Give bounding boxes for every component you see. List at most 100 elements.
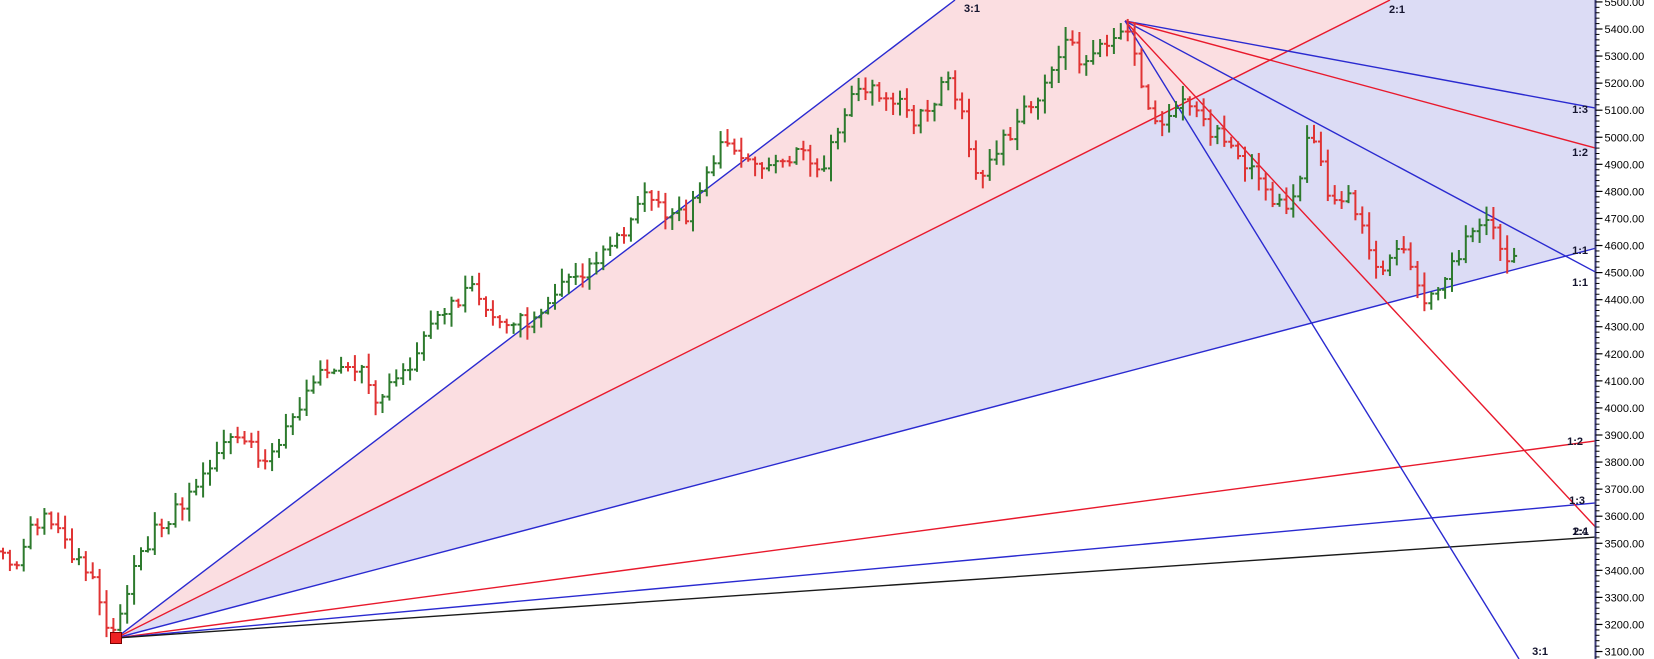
ohlc-bar xyxy=(365,353,372,395)
ohlc-bar xyxy=(255,430,262,468)
price-tick-label: 4800.00 xyxy=(1605,186,1645,198)
price-tick-label: 4400.00 xyxy=(1605,295,1645,307)
ohlc-bar xyxy=(1352,190,1359,221)
ohlc-bar xyxy=(0,547,6,560)
price-tick-label: 5100.00 xyxy=(1605,105,1645,117)
ohlc-bar xyxy=(1414,261,1421,299)
gann-line-up-fan-1:1 xyxy=(115,247,1596,639)
ohlc-bar xyxy=(338,356,345,374)
ohlc-bar xyxy=(579,263,586,288)
ohlc-bar xyxy=(1469,227,1476,243)
ohlc-bar xyxy=(966,98,972,158)
ohlc-bar xyxy=(379,394,386,414)
ohlc-bar xyxy=(910,104,917,135)
ohlc-bar xyxy=(1028,101,1035,114)
fan-ratio-label: 1:1 xyxy=(1572,245,1588,257)
ohlc-bar xyxy=(1283,187,1290,215)
price-tick-label: 4900.00 xyxy=(1605,159,1645,171)
ohlc-bar xyxy=(441,307,448,325)
ohlc-bar xyxy=(200,462,207,498)
ohlc-bar xyxy=(1345,185,1352,204)
ohlc-bar xyxy=(89,562,96,580)
ohlc-bar xyxy=(724,129,731,147)
ohlc-bar xyxy=(1324,149,1331,202)
ohlc-bar xyxy=(993,140,1000,165)
ohlc-bar xyxy=(1110,27,1117,55)
ohlc-bar xyxy=(296,397,303,421)
ohlc-bar xyxy=(310,375,317,394)
ohlc-bar xyxy=(27,516,34,550)
fan-ratio-label: 1:2 xyxy=(1572,147,1588,159)
ohlc-bar xyxy=(1090,39,1097,65)
ohlc-bar xyxy=(227,433,234,455)
ohlc-bar xyxy=(1083,55,1090,76)
ohlc-bar xyxy=(386,373,393,401)
ohlc-bar xyxy=(855,77,862,102)
gann-line-down-fan-1:1 xyxy=(1124,20,1596,273)
ohlc-bar xyxy=(1159,111,1166,137)
gann-line-up-fan-1:4 xyxy=(115,536,1596,639)
ohlc-bar xyxy=(828,134,834,182)
ohlc-bar xyxy=(351,355,358,382)
ohlc-bar xyxy=(1145,84,1152,110)
ohlc-bar xyxy=(676,196,683,222)
price-tick-label: 5300.00 xyxy=(1605,51,1645,63)
ohlc-bar xyxy=(20,538,27,572)
fan-ratio-label: 1:4 xyxy=(1572,526,1589,538)
ohlc-bar xyxy=(269,443,276,472)
ohlc-bar xyxy=(1166,104,1173,133)
ohlc-bars xyxy=(0,18,1518,639)
ohlc-bar xyxy=(1449,252,1455,292)
price-tick-label: 3800.00 xyxy=(1605,457,1645,469)
ohlc-bar xyxy=(34,518,41,536)
ohlc-bar xyxy=(558,268,565,297)
ohlc-bar xyxy=(821,155,828,172)
ohlc-bar xyxy=(1476,218,1483,243)
ohlc-bar xyxy=(814,158,821,178)
ohlc-bar xyxy=(1380,260,1386,276)
ohlc-bar xyxy=(1228,136,1235,149)
ohlc-bar xyxy=(241,430,248,445)
ohlc-bar xyxy=(869,79,876,106)
gann-line-down-fan-3:1 xyxy=(1124,20,1520,659)
ohlc-bar xyxy=(524,307,531,340)
ohlc-bar xyxy=(793,147,800,165)
ohlc-bar xyxy=(503,318,510,334)
ohlc-bar xyxy=(393,369,400,387)
ohlc-bar xyxy=(738,137,745,168)
ohlc-bar xyxy=(1400,236,1407,254)
ohlc-bar xyxy=(1055,45,1062,83)
ohlc-bar xyxy=(234,426,241,444)
ohlc-bar xyxy=(1041,74,1048,114)
ohlc-bar xyxy=(883,92,890,111)
ohlc-bar xyxy=(772,154,779,174)
ohlc-bar xyxy=(765,157,772,172)
ohlc-bar xyxy=(158,518,165,538)
fan-anchor-marker[interactable] xyxy=(110,632,122,645)
ohlc-bar xyxy=(972,140,979,180)
price-tick-label: 3300.00 xyxy=(1605,592,1645,604)
ohlc-bar xyxy=(1421,272,1428,312)
ohlc-bar xyxy=(1290,184,1297,218)
ohlc-bar xyxy=(1173,101,1179,118)
ohlc-bar xyxy=(634,196,641,224)
ohlc-bar xyxy=(138,547,144,571)
ohlc-bar xyxy=(1000,129,1007,166)
ohlc-bar xyxy=(248,432,255,448)
price-tick-label: 4100.00 xyxy=(1605,376,1645,388)
ohlc-bar xyxy=(1317,131,1324,167)
ohlc-bar xyxy=(1483,206,1490,236)
ohlc-bar xyxy=(1014,108,1021,151)
ohlc-bar xyxy=(400,363,407,385)
ohlc-bar xyxy=(565,273,572,295)
ohlc-bar xyxy=(213,441,220,472)
ohlc-bar xyxy=(489,300,496,326)
ohlc-bar xyxy=(496,315,503,329)
ohlc-bar xyxy=(655,190,662,208)
ohlc-bar xyxy=(745,153,752,162)
ohlc-bar xyxy=(710,155,717,177)
fan-ratio-label: 1:2 xyxy=(1567,436,1583,448)
ohlc-bar xyxy=(1104,34,1110,57)
